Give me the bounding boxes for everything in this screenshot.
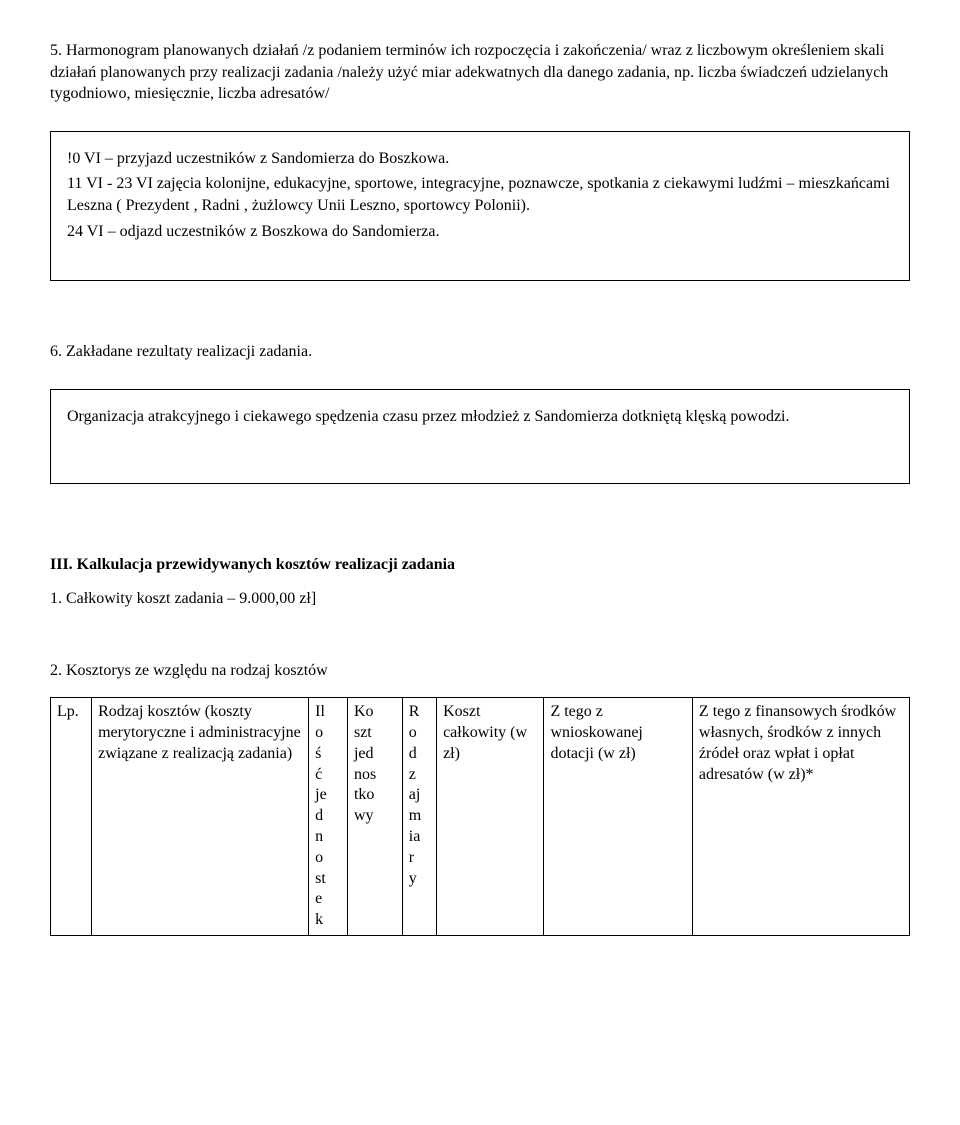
section-3-sub2: 2. Kosztorys ze względu na rodzaj kosztó… [50, 660, 910, 682]
table-header-row: Lp. Rodzaj kosztów (koszty merytoryczne … [51, 698, 910, 936]
schedule-line-2: 11 VI - 23 VI zajęcia kolonijne, edukacy… [67, 173, 893, 216]
schedule-line-1: !0 VI – przyjazd uczestników z Sandomier… [67, 148, 893, 170]
section-6-heading: 6. Zakładane rezultaty realizacji zadani… [50, 341, 910, 363]
section-3-sub1: 1. Całkowity koszt zadania – 9.000,00 zł… [50, 588, 910, 610]
section-5-heading: 5. Harmonogram planowanych działań /z po… [50, 40, 910, 105]
th-z-finansowych: Z tego z finansowych środków własnych, ś… [692, 698, 909, 936]
th-lp: Lp. [51, 698, 92, 936]
results-box: Organizacja atrakcyjnego i ciekawego spę… [50, 389, 910, 485]
th-ilosc: Il o ś ć je d n o st e k [309, 698, 348, 936]
th-z-dotacji: Z tego z wnioskowanej dotacji (w zł) [544, 698, 692, 936]
schedule-line-3: 24 VI – odjazd uczestników z Boszkowa do… [67, 221, 893, 243]
th-rodzaj-miary: R o d z aj m ia r y [402, 698, 436, 936]
th-koszt-jed: Ko szt jed nos tko wy [347, 698, 402, 936]
th-koszt-calk: Koszt całkowity (w zł) [437, 698, 544, 936]
results-line-1: Organizacja atrakcyjnego i ciekawego spę… [67, 406, 893, 428]
th-rodzaj: Rodzaj kosztów (koszty merytoryczne i ad… [92, 698, 309, 936]
section-3-heading: III. Kalkulacja przewidywanych kosztów r… [50, 554, 910, 576]
cost-table: Lp. Rodzaj kosztów (koszty merytoryczne … [50, 697, 910, 936]
schedule-box: !0 VI – przyjazd uczestników z Sandomier… [50, 131, 910, 281]
